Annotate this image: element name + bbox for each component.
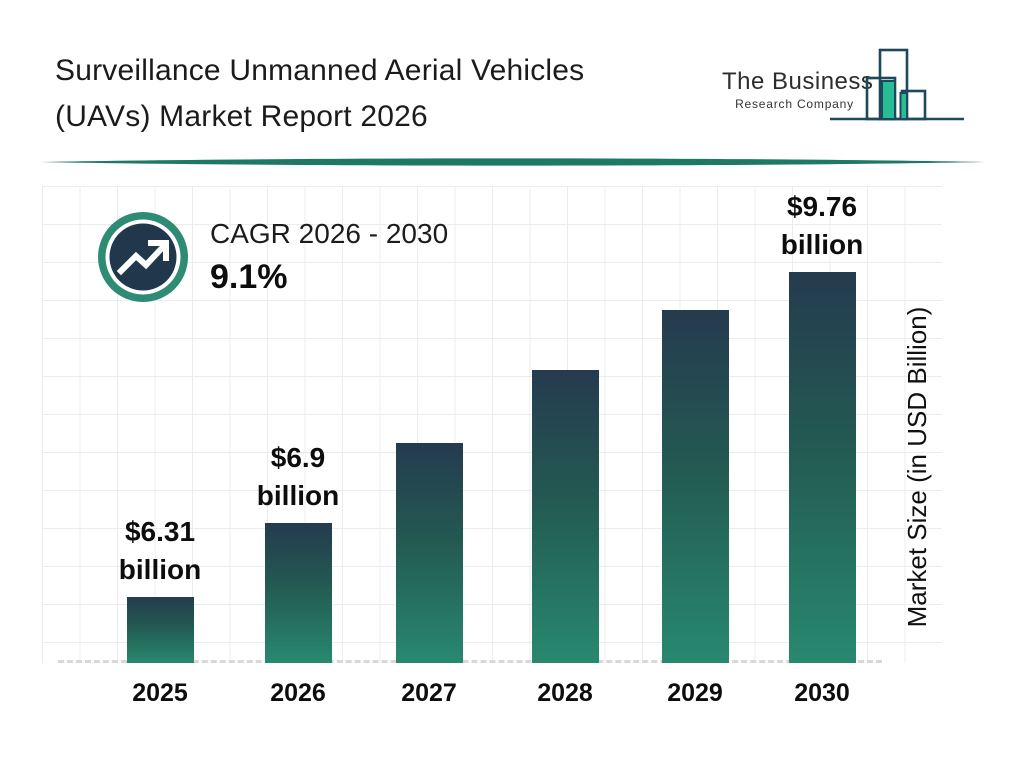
cagr-value: 9.1% (210, 258, 288, 296)
bar-value-label-2025: $6.31 billion (70, 513, 250, 589)
page-title-line2: (UAVs) Market Report 2026 (55, 100, 428, 133)
x-tick-2028: 2028 (537, 679, 593, 707)
bar-value-amount: $9.76 (786, 191, 858, 222)
bar-value-amount: $6.9 (270, 442, 326, 473)
page-title-line1: Surveillance Unmanned Aerial Vehicles (55, 54, 585, 87)
x-tick-2029: 2029 (667, 679, 723, 707)
chart-baseline (58, 660, 882, 663)
cagr-label: CAGR 2026 - 2030 (210, 218, 449, 249)
bar-value-unit: billion (780, 229, 864, 260)
x-tick-2027: 2027 (401, 679, 457, 707)
bar-value-label-2030: $9.76 billion (732, 188, 912, 264)
divider-line (40, 158, 985, 166)
bar-value-amount: $6.31 (124, 516, 196, 547)
x-tick-2030: 2030 (794, 679, 850, 707)
bar-2025 (126, 597, 194, 663)
trending-up-icon (98, 212, 188, 302)
y-axis-label: Market Size (in USD Billion) (902, 306, 932, 628)
bar-chart-logo-icon (830, 48, 964, 121)
bar-2028 (531, 370, 599, 663)
bar-2026 (264, 523, 332, 663)
company-logo: The Business Research Company (722, 38, 977, 130)
bar-value-unit: billion (118, 554, 202, 585)
bar-2027 (395, 443, 463, 663)
bar-2029 (661, 310, 729, 663)
page-title: Surveillance Unmanned Aerial Vehicles (U… (55, 48, 584, 140)
company-name: The Business (722, 68, 874, 95)
bar-2030 (788, 272, 856, 663)
x-tick-2026: 2026 (270, 679, 326, 707)
company-subname: Research Company (735, 97, 854, 111)
x-tick-2025: 2025 (132, 679, 188, 707)
bar-value-label-2026: $6.9 billion (208, 439, 388, 515)
bar-value-unit: billion (256, 480, 340, 511)
company-logo-text: The Business Research Company (722, 68, 874, 111)
